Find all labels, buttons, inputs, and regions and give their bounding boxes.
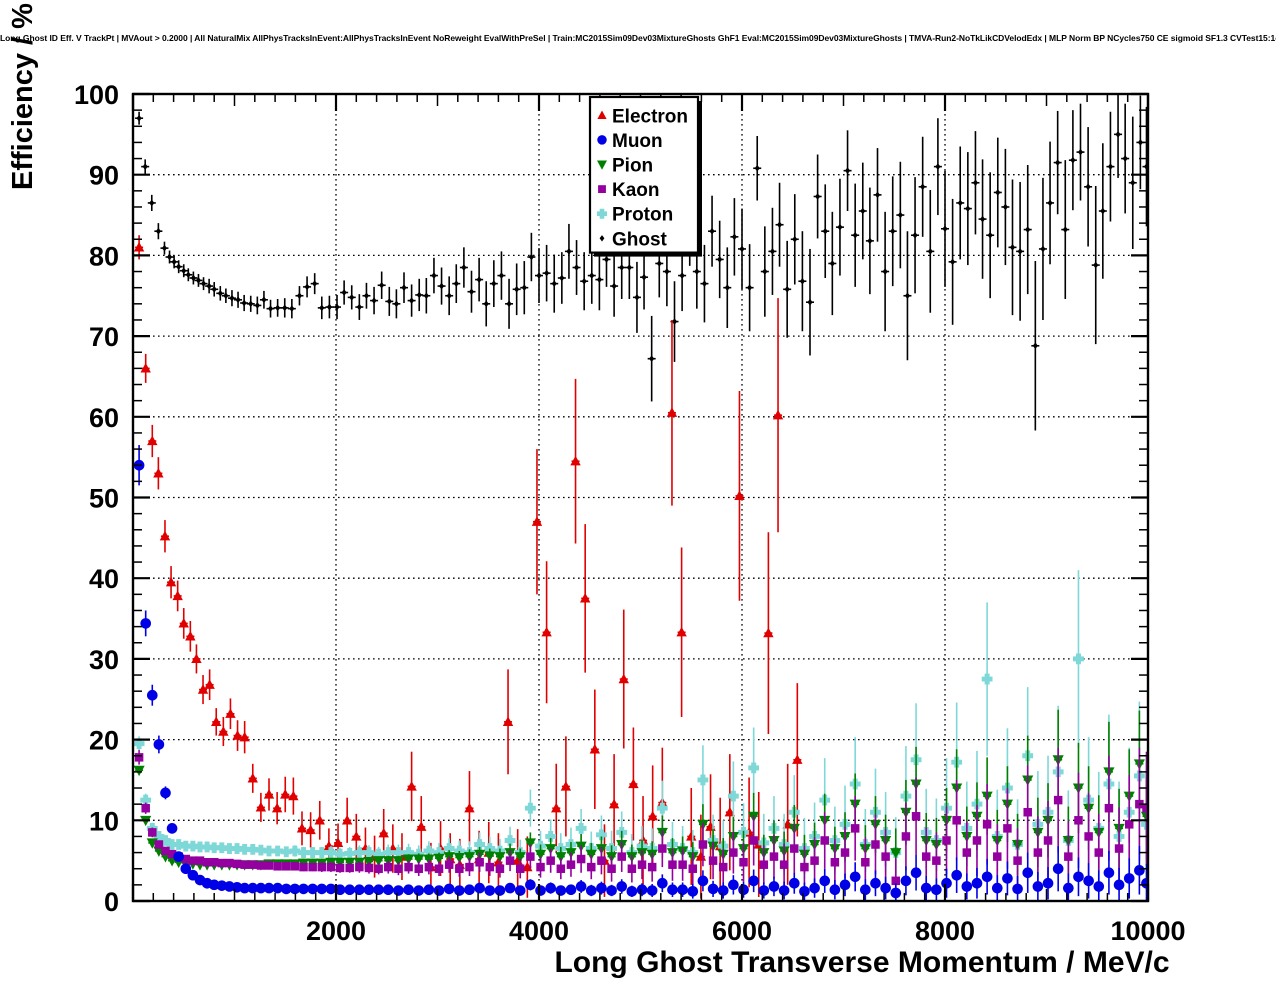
legend-item-kaon[interactable]: Kaon	[598, 180, 660, 201]
x-tick-label: 2000	[306, 916, 366, 946]
legend-item-ghost[interactable]: Ghost	[599, 229, 668, 250]
y-tick-label: 70	[89, 322, 119, 352]
y-tick-label: 60	[89, 403, 119, 433]
legend-label: Pion	[612, 156, 653, 177]
gridlines	[133, 94, 1148, 901]
legend-item-proton[interactable]: Proton	[597, 205, 673, 226]
x-tick-label: 4000	[509, 916, 569, 946]
y-tick-label: 30	[89, 645, 119, 675]
y-tick-label: 90	[89, 161, 119, 191]
y-tick-label: 80	[89, 241, 119, 271]
legend-label: Ghost	[612, 229, 668, 250]
tick-labels: 0 10 20 30 40 50 60 70 80 90 100 2000 4000 6000 8000 10…	[74, 80, 1186, 946]
x-axis-title: Long Ghost Transverse Momentum / MeV/c	[554, 946, 1169, 979]
legend-label: Electron	[612, 106, 688, 127]
x-tick-label: 8000	[915, 916, 975, 946]
y-tick-label: 40	[89, 564, 119, 594]
y-axis-title: Efficiency / %	[7, 3, 39, 190]
legend-item-muon[interactable]: Muon	[597, 131, 663, 152]
legend-item-electron[interactable]: Electron	[597, 106, 688, 127]
plot-title: Long Ghost ID Eff. V TrackPt | MVAout > …	[0, 33, 1276, 43]
legend-label: Muon	[612, 131, 663, 152]
y-tick-label: 0	[104, 887, 119, 917]
y-tick-label: 10	[89, 806, 119, 836]
legend[interactable]: Electron Muon Pion Kaon Proton Ghost	[588, 95, 702, 257]
x-tick-label: 10000	[1110, 916, 1185, 946]
legend-item-pion[interactable]: Pion	[597, 156, 653, 177]
legend-label: Kaon	[612, 180, 660, 201]
x-tick-label: 6000	[712, 916, 772, 946]
data-series-layer	[133, 94, 1148, 901]
axis-frame	[131, 92, 1150, 903]
legend-box	[588, 95, 700, 254]
legend-label: Proton	[612, 205, 673, 226]
y-tick-label: 50	[89, 484, 119, 514]
y-tick-label: 100	[74, 80, 119, 110]
y-tick-label: 20	[89, 726, 119, 756]
